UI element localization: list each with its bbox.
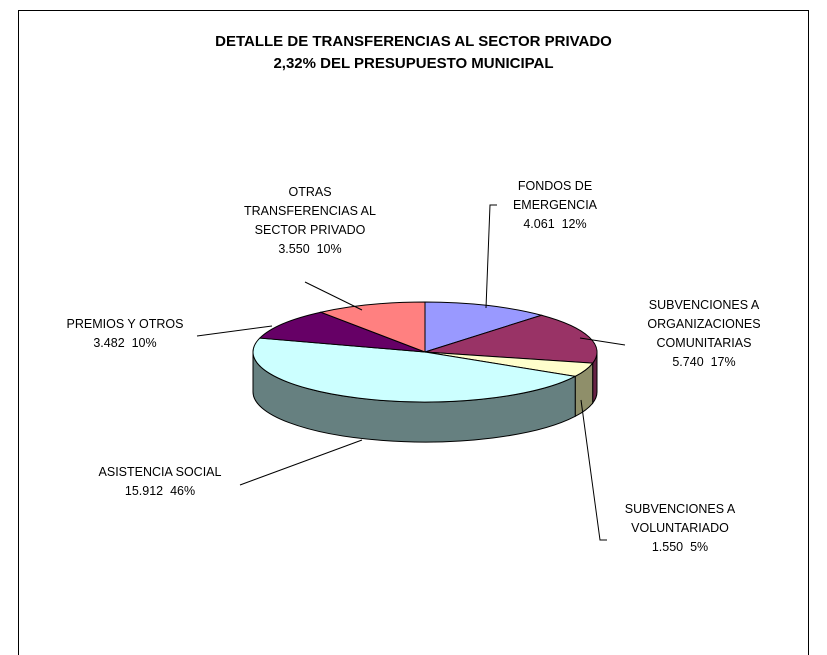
percentage-label: 10% [316, 242, 342, 256]
leader-line [579, 337, 626, 346]
data-label: OTRAS TRANSFERENCIAS AL SECTOR PRIVADO 3.… [235, 183, 385, 259]
chart-subtitle: 2,32% DEL PRESUPUESTO MUNICIPAL [273, 55, 554, 72]
category-label: ASISTENCIA SOCIAL [98, 465, 222, 479]
pie-slice [258, 311, 426, 353]
value-row: 1.550 5% [605, 538, 755, 557]
pie-slice [252, 337, 577, 403]
value-label: 4.061 [523, 217, 555, 231]
data-label: FONDOS DE EMERGENCIA 4.061 12% [485, 177, 625, 234]
pie-slice [319, 301, 426, 353]
leader-line [580, 399, 607, 541]
value-row: 4.061 12% [485, 215, 625, 234]
percentage-label: 46% [170, 484, 196, 498]
value-label: 3.550 [278, 242, 310, 256]
leader-line [196, 325, 273, 337]
value-row: 3.482 10% [45, 334, 205, 353]
value-row: 15.912 46% [80, 482, 240, 501]
data-label: SUBVENCIONES A VOLUNTARIADO 1.550 5% [605, 500, 755, 557]
value-label: 15.912 [124, 484, 164, 498]
chart-title: DETALLE DE TRANSFERENCIAS AL SECTOR PRIV… [215, 33, 612, 50]
percentage-label: 10% [131, 336, 157, 350]
value-label: 1.550 [651, 540, 684, 554]
value-row: 5.740 17% [622, 353, 787, 372]
pie-slice [424, 314, 598, 364]
data-label: ASISTENCIA SOCIAL 15.912 46% [80, 463, 240, 501]
data-label: PREMIOS Y OTROS 3.482 10% [45, 315, 205, 353]
pie-slice [424, 301, 544, 353]
value-label: 5.740 [672, 355, 704, 369]
percentage-label: 5% [690, 540, 709, 554]
percentage-label: 17% [710, 355, 736, 369]
category-label: SUBVENCIONES A ORGANIZACIONES COMUNITARI… [647, 298, 761, 350]
data-label: SUBVENCIONES A ORGANIZACIONES COMUNITARI… [622, 296, 787, 372]
leader-line [239, 439, 363, 486]
category-label: PREMIOS Y OTROS [66, 317, 184, 331]
value-row: 3.550 10% [235, 240, 385, 259]
leader-line [304, 281, 363, 311]
value-label: 3.482 [93, 336, 125, 350]
percentage-label: 12% [561, 217, 587, 231]
category-label: OTRAS TRANSFERENCIAS AL SECTOR PRIVADO [244, 185, 376, 237]
category-label: FONDOS DE EMERGENCIA [512, 179, 598, 212]
leader-line [485, 204, 497, 309]
category-label: SUBVENCIONES A VOLUNTARIADO [624, 502, 736, 535]
